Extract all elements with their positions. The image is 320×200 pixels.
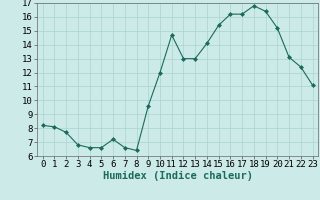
X-axis label: Humidex (Indice chaleur): Humidex (Indice chaleur): [103, 171, 252, 181]
